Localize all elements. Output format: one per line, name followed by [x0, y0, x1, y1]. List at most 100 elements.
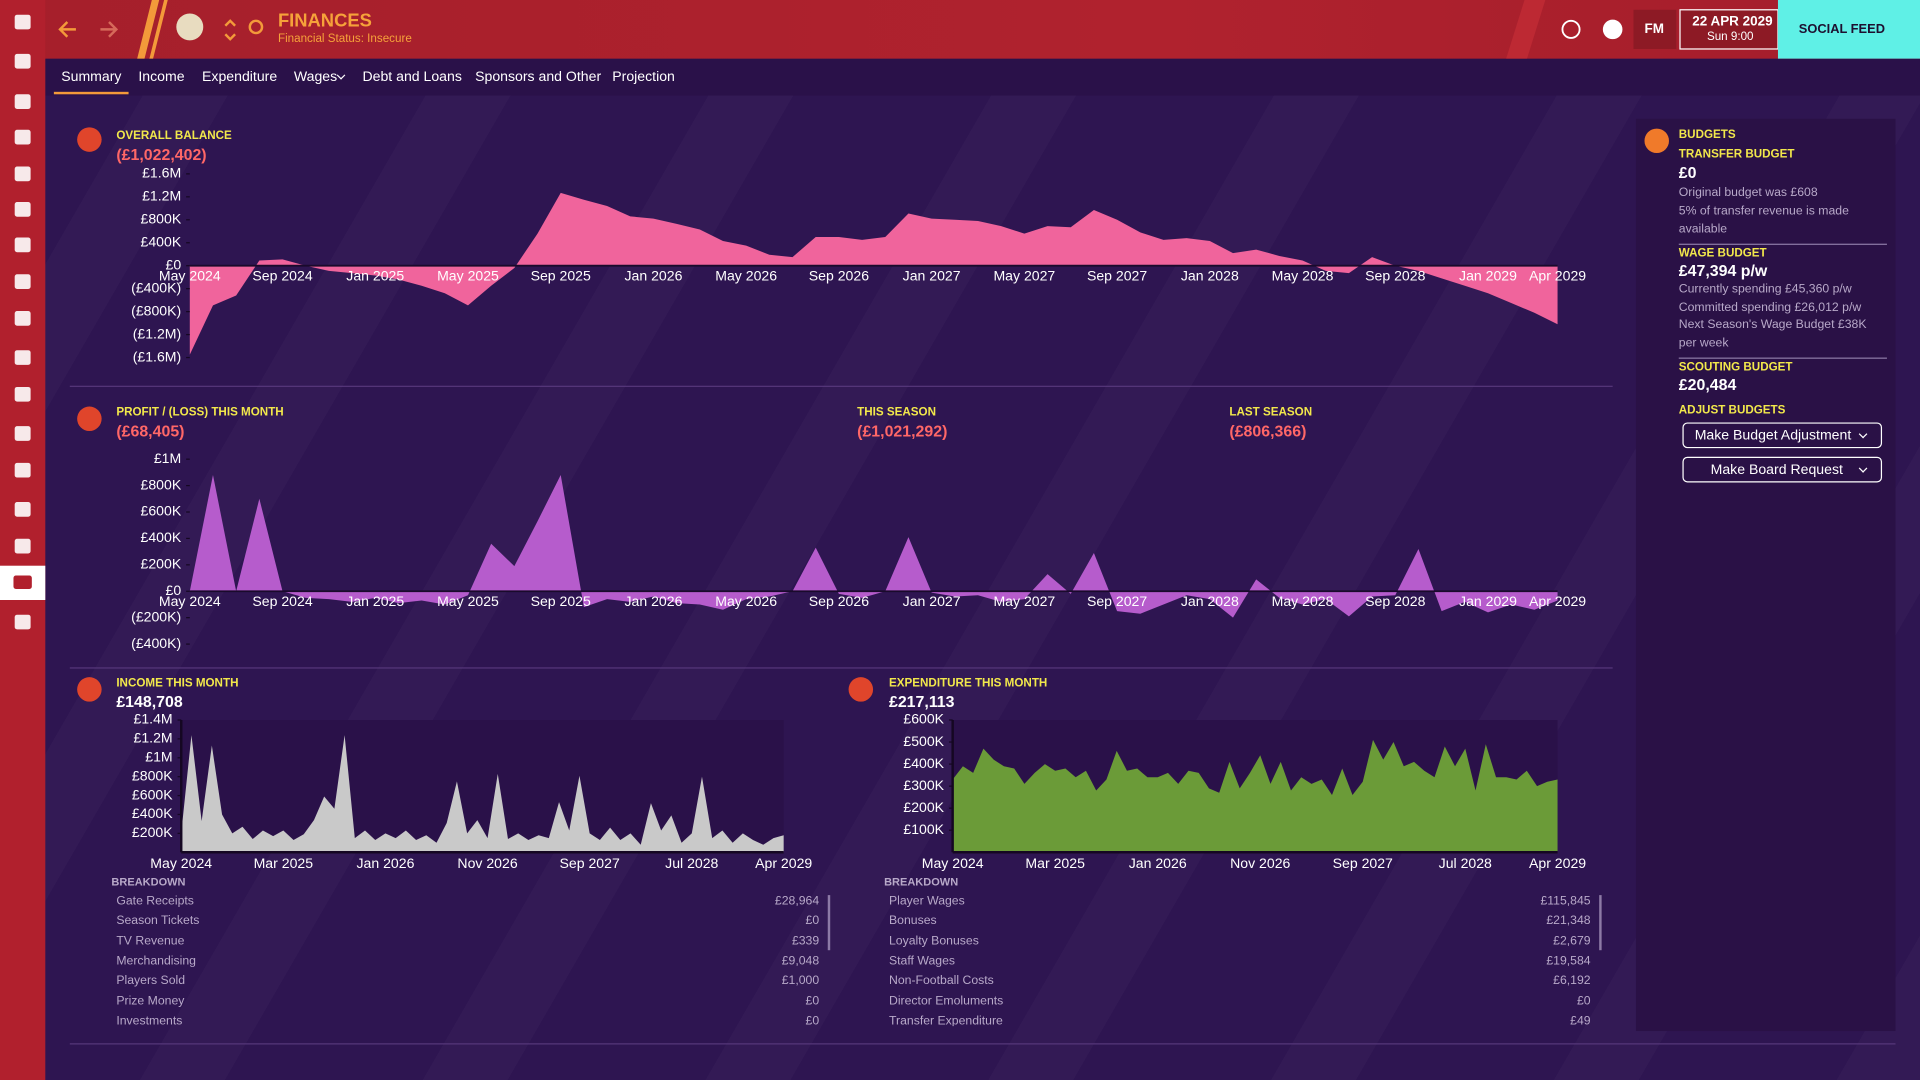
- budget-note: 5% of transfer revenue is made available: [1678, 204, 1849, 237]
- nav-icon[interactable]: [14, 350, 31, 365]
- x-tick-label: Jan 2026: [624, 593, 682, 609]
- y-tick-label: £400K: [141, 233, 182, 249]
- chart-value: (£1,022,402): [116, 145, 207, 164]
- breakdown-value: £339: [791, 934, 820, 948]
- y-tick-label: £1.6M: [142, 165, 181, 181]
- x-tick-label: Sep 2027: [1087, 267, 1147, 283]
- breakdown-label: Merchandising: [116, 954, 196, 968]
- slash: [137, 0, 168, 59]
- breakdown-value: £1,000: [781, 974, 820, 988]
- x-tick-label: Sep 2027: [1087, 593, 1147, 609]
- budget-button[interactable]: Make Board Request: [1682, 456, 1883, 483]
- nav-icon-active[interactable]: [13, 575, 32, 589]
- chart-icon: [77, 677, 102, 702]
- separator: [69, 385, 1613, 387]
- budgets-title: BUDGETS: [1678, 127, 1736, 142]
- tab[interactable]: Income: [138, 69, 185, 85]
- nav-icon[interactable]: [14, 311, 31, 326]
- budget-note: Original budget was £608: [1678, 186, 1818, 200]
- social-feed-button[interactable]: [1777, 0, 1920, 59]
- budget-button[interactable]: Make Budget Adjustment: [1682, 422, 1883, 449]
- breakdown-value: £2,679: [1553, 934, 1591, 948]
- nav-icon[interactable]: [14, 202, 31, 217]
- forward-button[interactable]: [100, 21, 119, 38]
- y-tick-label: (£400K): [131, 635, 181, 651]
- area: [181, 735, 784, 853]
- nav-icon[interactable]: [14, 237, 31, 253]
- fm-box[interactable]: [1633, 9, 1677, 49]
- x-tick-label: Mar 2025: [254, 855, 314, 871]
- help-icon[interactable]: [1602, 19, 1623, 40]
- x-tick-label: Apr 2029: [1529, 593, 1586, 609]
- nav-icon[interactable]: [14, 386, 31, 402]
- nav-icon[interactable]: [14, 426, 31, 441]
- y-tick-label: £300K: [903, 777, 944, 793]
- breakdown-value: £9,048: [781, 954, 820, 968]
- budget-label: SCOUTING BUDGET: [1678, 360, 1793, 375]
- x-tick-label: May 2027: [993, 593, 1055, 609]
- x-tick-label: Sep 2026: [809, 593, 869, 609]
- nav-icon[interactable]: [14, 166, 31, 182]
- budgets-panel: [1635, 118, 1896, 1032]
- x-tick-label: May 2025: [437, 593, 499, 609]
- breakdown-label: TV Revenue: [116, 934, 185, 948]
- date: 22 APR 2029: [1692, 14, 1773, 30]
- breakdown-label: Investments: [116, 1014, 183, 1027]
- x-tick-label: May 2027: [993, 267, 1055, 283]
- x-tick-label: Sep 2027: [1333, 855, 1393, 871]
- y-tick-label: £0: [166, 582, 182, 598]
- nav-icon[interactable]: [14, 94, 31, 109]
- budget-note: Currently spending £45,360 p/w: [1678, 282, 1852, 297]
- nav-icon[interactable]: [14, 502, 31, 517]
- chevron[interactable]: [1858, 429, 1868, 439]
- x-tick-label: Apr 2029: [1529, 855, 1586, 871]
- back-button[interactable]: [58, 21, 76, 38]
- social-feed[interactable]: SOCIAL FEED: [1798, 22, 1885, 37]
- search-icon[interactable]: [248, 19, 264, 35]
- y-tick-label: £600K: [141, 503, 182, 519]
- season-value: (£1,021,292): [857, 421, 948, 441]
- y-tick-label: £0: [166, 256, 182, 272]
- tab[interactable]: Sponsors and Other: [475, 69, 602, 85]
- tab[interactable]: Expenditure: [202, 69, 278, 85]
- season-label: THIS SEASON: [857, 405, 937, 420]
- y-tick-label: £400K: [132, 805, 173, 821]
- x-tick-label: Jan 2025: [346, 593, 404, 609]
- button-label[interactable]: Make Budget Adjustment: [1694, 428, 1852, 444]
- nav-icon[interactable]: [14, 538, 31, 554]
- nav-icon[interactable]: [14, 53, 31, 69]
- nav-icon[interactable]: [14, 14, 31, 30]
- budget-label: TRANSFER BUDGET: [1678, 147, 1795, 162]
- tab[interactable]: Projection: [612, 69, 675, 85]
- club-crest[interactable]: [176, 13, 204, 41]
- area: [189, 475, 1558, 618]
- nav-icon[interactable]: [14, 274, 31, 289]
- x-tick-label: Sep 2025: [531, 267, 591, 283]
- tab[interactable]: Debt and Loans: [362, 69, 462, 85]
- nav-icon[interactable]: [14, 614, 31, 630]
- nav-icon[interactable]: [14, 462, 31, 478]
- button-label[interactable]: Make Board Request: [1710, 462, 1843, 478]
- nav-icon[interactable]: [14, 129, 31, 145]
- y-tick-label: £200K: [132, 824, 173, 840]
- chart-title: OVERALL BALANCE: [116, 129, 232, 143]
- up-down[interactable]: [224, 19, 236, 41]
- breakdown-value: £21,348: [1546, 914, 1591, 928]
- chart-title: PROFIT / (LOSS) THIS MONTH: [116, 405, 284, 420]
- globe-icon[interactable]: [1561, 19, 1581, 39]
- area: [952, 739, 1558, 853]
- y-tick-label: £1.2M: [134, 730, 173, 746]
- breakdown-label: Non-Football Costs: [888, 974, 994, 988]
- tab[interactable]: Summary: [61, 69, 122, 85]
- y-tick-label: (£800K): [131, 302, 181, 318]
- x-tick-label: Apr 2029: [1529, 267, 1586, 283]
- x-tick-label: May 2028: [1272, 267, 1334, 283]
- breakdown-list: Gate Receipts £28,964 Season Tickets £0 TV R…: [116, 891, 819, 1026]
- scrollbar: [1599, 895, 1602, 951]
- chevron[interactable]: [1858, 464, 1868, 473]
- y-tick-label: £400K: [141, 529, 182, 545]
- tab[interactable]: Wages: [293, 69, 338, 85]
- y-tick-label: £600K: [903, 711, 944, 727]
- x-tick-label: May 2024: [159, 593, 221, 609]
- chart-title: INCOME THIS MONTH: [116, 676, 239, 690]
